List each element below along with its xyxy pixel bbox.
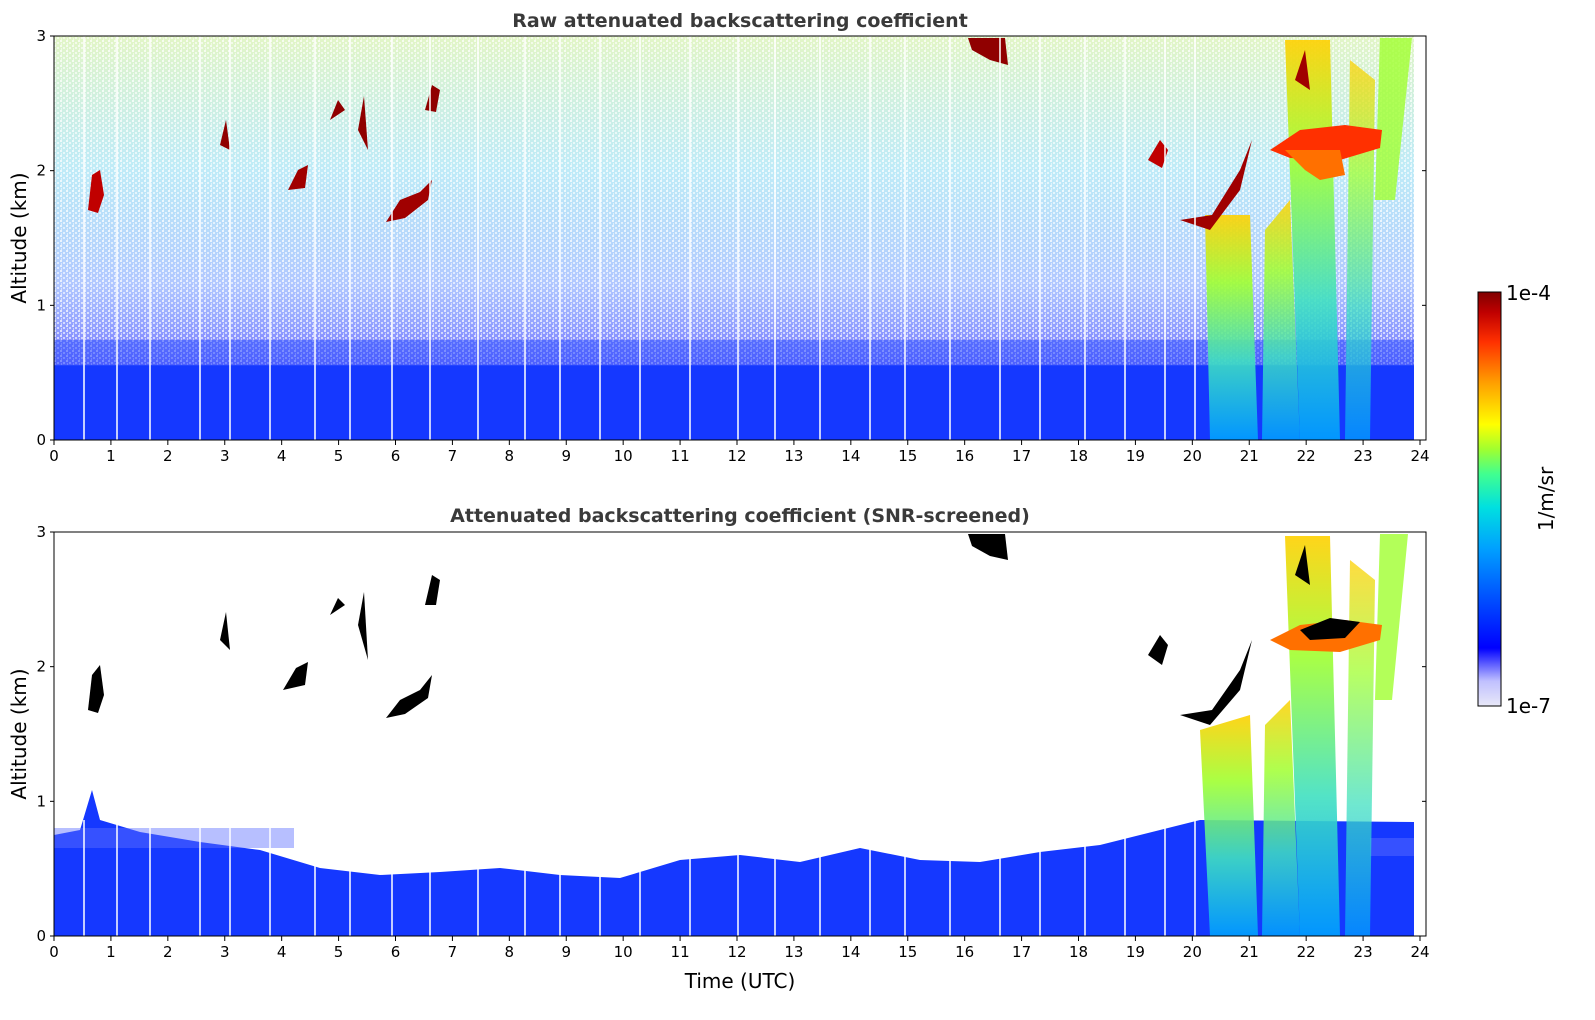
x-tick-label: 17 bbox=[1012, 943, 1031, 961]
boundary-layer-top bbox=[54, 828, 294, 848]
colorbar-min-label: 1e-7 bbox=[1506, 694, 1551, 718]
x-tick-label: 11 bbox=[671, 447, 690, 465]
x-tick-label: 15 bbox=[898, 447, 917, 465]
panel-raw-title: Raw attenuated backscattering coefficien… bbox=[512, 10, 968, 32]
panel-screened: Attenuated backscattering coefficient (S… bbox=[7, 505, 1430, 993]
x-tick-label: 2 bbox=[163, 943, 173, 961]
colorbar-gradient bbox=[1477, 291, 1502, 707]
x-tick-label: 11 bbox=[671, 943, 690, 961]
x-tick-label: 5 bbox=[334, 943, 344, 961]
gap-stripes bbox=[83, 36, 1196, 440]
x-tick-label: 21 bbox=[1240, 447, 1259, 465]
panel-raw-xticks: 0 1 2 3 4 5 6 7 8 9 10 11 12 13 14 15 16 17 18 19 20 21 22 23 24 bbox=[49, 440, 1430, 465]
x-tick-label: 14 bbox=[841, 943, 860, 961]
x-tick-label: 22 bbox=[1297, 943, 1316, 961]
panel-raw-plot bbox=[53, 35, 1427, 441]
clouds bbox=[88, 534, 1382, 725]
x-tick-label: 18 bbox=[1069, 943, 1088, 961]
x-tick-label: 0 bbox=[49, 943, 59, 961]
x-tick-label: 24 bbox=[1410, 447, 1429, 465]
x-tick-label: 6 bbox=[391, 447, 401, 465]
x-tick-label: 13 bbox=[784, 447, 803, 465]
panel-screened-xlabel: Time (UTC) bbox=[684, 969, 796, 993]
gap-stripes bbox=[83, 820, 1196, 936]
y-tick-label: 3 bbox=[36, 523, 46, 541]
x-tick-label: 13 bbox=[784, 943, 803, 961]
y-tick-label: 0 bbox=[36, 431, 46, 449]
panel-raw-ylabel: Altitude (km) bbox=[7, 172, 31, 303]
x-tick-label: 10 bbox=[614, 943, 633, 961]
x-tick-label: 6 bbox=[391, 943, 401, 961]
panel-screened-yticks: 0 1 2 3 bbox=[36, 523, 1426, 945]
x-tick-label: 20 bbox=[1183, 447, 1202, 465]
rain-shafts bbox=[1200, 534, 1408, 936]
x-tick-label: 3 bbox=[220, 447, 230, 465]
x-tick-label: 1 bbox=[106, 943, 116, 961]
x-tick-label: 7 bbox=[448, 943, 458, 961]
colorbar-unit-label: 1/m/sr bbox=[1534, 466, 1558, 531]
y-tick-label: 2 bbox=[36, 658, 46, 676]
x-tick-label: 4 bbox=[277, 943, 287, 961]
noise-speckle bbox=[54, 36, 1414, 366]
x-tick-label: 9 bbox=[561, 943, 571, 961]
x-tick-label: 18 bbox=[1069, 447, 1088, 465]
x-tick-label: 2 bbox=[163, 447, 173, 465]
x-tick-label: 1 bbox=[106, 447, 116, 465]
y-tick-label: 1 bbox=[36, 296, 46, 314]
x-tick-label: 8 bbox=[505, 447, 515, 465]
x-tick-label: 5 bbox=[334, 447, 344, 465]
x-tick-label: 0 bbox=[49, 447, 59, 465]
x-tick-label: 9 bbox=[561, 447, 571, 465]
x-tick-label: 3 bbox=[220, 943, 230, 961]
boundary-layer bbox=[54, 790, 1414, 936]
x-tick-label: 12 bbox=[727, 943, 746, 961]
x-tick-label: 23 bbox=[1354, 943, 1373, 961]
panel-screened-frame bbox=[53, 531, 1427, 937]
colorbar-max-label: 1e-4 bbox=[1506, 281, 1551, 305]
x-tick-label: 16 bbox=[955, 447, 974, 465]
x-tick-label: 10 bbox=[614, 447, 633, 465]
x-tick-label: 8 bbox=[505, 943, 515, 961]
x-tick-label: 23 bbox=[1354, 447, 1373, 465]
x-tick-label: 4 bbox=[277, 447, 287, 465]
x-tick-label: 15 bbox=[898, 943, 917, 961]
y-tick-label: 1 bbox=[36, 792, 46, 810]
y-tick-label: 2 bbox=[36, 162, 46, 180]
panel-screened-xticks: 0 1 2 3 4 5 6 7 8 9 10 11 12 13 14 15 16 17 18 19 20 21 22 23 24 bbox=[49, 936, 1430, 961]
panel-raw-yticks: 0 1 2 3 bbox=[36, 27, 1426, 449]
x-tick-label: 19 bbox=[1126, 447, 1145, 465]
panel-screened-ylabel: Altitude (km) bbox=[7, 668, 31, 799]
x-tick-label: 7 bbox=[448, 447, 458, 465]
y-tick-label: 3 bbox=[36, 27, 46, 45]
x-tick-label: 19 bbox=[1126, 943, 1145, 961]
x-tick-label: 17 bbox=[1012, 447, 1031, 465]
boundary-layer bbox=[54, 365, 1414, 440]
panel-raw-frame bbox=[53, 35, 1427, 441]
clouds bbox=[88, 38, 1382, 230]
x-tick-label: 12 bbox=[727, 447, 746, 465]
panel-raw: Raw attenuated backscattering coefficien… bbox=[7, 10, 1430, 465]
panel-screened-plot bbox=[53, 531, 1427, 937]
x-tick-label: 24 bbox=[1410, 943, 1429, 961]
y-tick-label: 0 bbox=[36, 927, 46, 945]
colorbar: 1e-4 1e-7 1/m/sr bbox=[1477, 281, 1558, 718]
x-tick-label: 16 bbox=[955, 943, 974, 961]
x-tick-label: 22 bbox=[1297, 447, 1316, 465]
x-tick-label: 20 bbox=[1183, 943, 1202, 961]
x-tick-label: 14 bbox=[841, 447, 860, 465]
panel-screened-title: Attenuated backscattering coefficient (S… bbox=[450, 505, 1030, 527]
boundary-layer-top-right bbox=[1370, 838, 1414, 856]
x-tick-label: 21 bbox=[1240, 943, 1259, 961]
boundary-layer-top bbox=[54, 340, 1414, 366]
